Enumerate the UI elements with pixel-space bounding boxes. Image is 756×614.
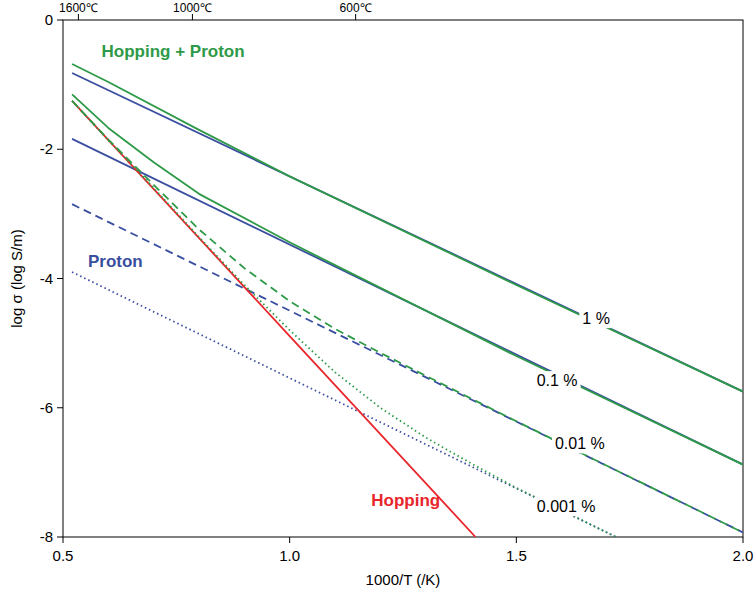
x-tick-label: 0.5: [53, 547, 74, 564]
x-tick: [63, 537, 64, 543]
annotation-bg: [534, 497, 599, 516]
plot-area: [72, 64, 743, 537]
y-axis-title: log σ (log S/m): [8, 229, 25, 327]
chart: 0.5 1.0 1.5 2.0 -8 -6 -4 -2 0 1600℃ 1000℃ 600℃ 1000/…: [0, 0, 756, 614]
annotation-bg: [552, 434, 608, 453]
y-tick-label: -2: [40, 140, 53, 157]
x-tick-label: 2.0: [733, 547, 754, 564]
series-line: [72, 94, 743, 464]
annotation-text: Proton: [88, 252, 143, 271]
x2-tick-label: 600℃: [340, 1, 372, 15]
plot-frame: [63, 20, 743, 537]
annotation-text: 0.001 %: [537, 498, 596, 515]
x2-tick-label: 1600℃: [59, 1, 98, 15]
y-tick-label: 0: [45, 11, 53, 28]
series-line: [72, 272, 616, 537]
annotation: 1 %: [579, 309, 613, 328]
x-tick: [516, 537, 517, 543]
annotation: Proton: [85, 251, 146, 272]
annotation: Hopping: [368, 490, 443, 511]
x-tick: [289, 537, 290, 543]
annotation-bg: [368, 490, 443, 511]
annotation-text: 0.01 %: [555, 435, 605, 452]
annotation: Hopping + Proton: [99, 41, 248, 62]
y-tick-label: -4: [40, 270, 53, 287]
y-tick: [57, 149, 63, 150]
annotation-text: 1 %: [582, 310, 610, 327]
annotation-bg: [85, 251, 146, 272]
annotation-bg: [99, 41, 248, 62]
y-tick: [57, 537, 63, 538]
annotation-text: 0.1 %: [537, 372, 578, 389]
y-tick: [57, 20, 63, 21]
annotation-text: Hopping: [371, 491, 440, 510]
series-line: [72, 101, 475, 537]
annotation-text: Hopping + Proton: [102, 42, 245, 61]
x2-tick-label: 1000℃: [173, 1, 212, 15]
y-tick: [57, 407, 63, 408]
y-tick: [57, 278, 63, 279]
y-tick-label: -6: [40, 399, 53, 416]
y-tick-label: -8: [40, 528, 53, 545]
x-axis-title: 1000/T (/K): [366, 571, 441, 588]
annotation-bg: [534, 371, 581, 390]
series-line: [72, 101, 743, 533]
annotation: 0.001 %: [534, 497, 599, 516]
x-tick: [743, 537, 744, 543]
annotation-bg: [579, 309, 613, 328]
annotation: 0.1 %: [534, 371, 581, 390]
series-line: [72, 64, 743, 392]
x-tick-label: 1.0: [279, 547, 300, 564]
series-line: [72, 101, 616, 537]
x-tick-label: 1.5: [506, 547, 527, 564]
annotation: 0.01 %: [552, 434, 608, 453]
